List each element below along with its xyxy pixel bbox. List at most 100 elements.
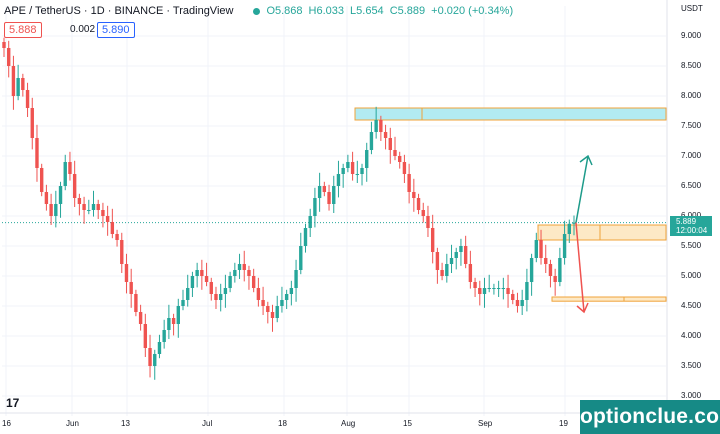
- price-tick-label: 9.000: [681, 31, 702, 40]
- candle: [251, 276, 256, 288]
- candle: [275, 306, 279, 318]
- time-tick-label: Jul: [202, 419, 213, 428]
- time-tick-label: Jun: [66, 419, 79, 428]
- currency-label[interactable]: USDT: [681, 4, 703, 13]
- candle: [2, 42, 6, 48]
- spread-value: 0.002: [70, 24, 96, 35]
- price-change: +0.020 (+0.34%): [431, 5, 514, 17]
- watermark: optionclue.com: [580, 400, 720, 434]
- candle: [539, 240, 543, 258]
- candle: [228, 276, 232, 288]
- candle: [284, 294, 289, 300]
- price-tick-label: 8.500: [681, 61, 702, 70]
- price-tick-label: 3.000: [681, 391, 702, 400]
- time-tick-label: 18: [278, 419, 287, 428]
- ohlc-open: O5.868: [266, 5, 303, 17]
- candle: [181, 300, 185, 306]
- candle: [101, 210, 105, 216]
- candle: [317, 186, 322, 198]
- price-tick-label: 7.000: [681, 151, 702, 160]
- candle: [233, 270, 237, 276]
- candle: [87, 210, 91, 211]
- up-arrow-icon: [579, 154, 593, 166]
- price-tick-label: 6.000: [681, 211, 701, 220]
- candle: [261, 300, 265, 306]
- candle: [171, 318, 176, 324]
- candle: [553, 276, 557, 282]
- candle: [398, 156, 402, 162]
- candle: [501, 288, 506, 289]
- candle: [303, 228, 308, 246]
- candle: [534, 240, 539, 258]
- down-arrow-line: [575, 222, 585, 313]
- support-zone: [551, 296, 667, 302]
- candle: [383, 132, 388, 138]
- candle: [44, 192, 49, 204]
- price-tick-label: 5.000: [681, 271, 702, 280]
- candle: [68, 162, 72, 174]
- candle: [223, 288, 228, 294]
- price-tick-label: 4.000: [681, 331, 702, 340]
- candle: [72, 174, 77, 198]
- candle: [82, 204, 86, 210]
- candle: [49, 204, 53, 216]
- candle: [558, 258, 562, 282]
- candle: [148, 348, 152, 366]
- candle: [445, 264, 449, 276]
- candle: [204, 276, 209, 282]
- market-open-dot-icon: [253, 7, 261, 15]
- candle: [294, 270, 298, 288]
- current-price-label: 5.889 12:00:04: [670, 216, 712, 236]
- candle: [511, 294, 515, 300]
- price-tick-label: 8.000: [681, 91, 702, 100]
- candle: [449, 258, 454, 264]
- candle: [105, 216, 110, 222]
- symbol-title[interactable]: APE / TetherUS · 1D · BINANCE · TradingV…: [4, 5, 234, 17]
- candle: [242, 264, 246, 270]
- current-price-value: 5.889: [676, 217, 697, 226]
- time-tick-label: Sep: [478, 419, 493, 428]
- candle: [544, 258, 548, 264]
- candle: [124, 264, 129, 282]
- candle: [11, 66, 16, 96]
- candle: [120, 240, 124, 264]
- candle: [496, 288, 501, 289]
- candle: [332, 186, 336, 204]
- candle: [379, 120, 383, 132]
- candle: [525, 282, 529, 300]
- candle: [143, 324, 148, 348]
- candle: [209, 282, 213, 294]
- candle: [402, 162, 407, 174]
- bar-countdown: 12:00:04: [676, 226, 708, 235]
- candle: [430, 228, 435, 252]
- candle: [266, 306, 270, 312]
- up-arrow-line: [575, 155, 589, 223]
- pivot-zone: [537, 224, 667, 241]
- candle: [520, 300, 524, 306]
- candle: [58, 186, 63, 204]
- time-tick-label: 16: [2, 419, 11, 428]
- candle: [115, 234, 119, 240]
- candle: [54, 204, 58, 216]
- tradingview-logo-icon[interactable]: 17: [6, 396, 20, 410]
- candle: [393, 150, 397, 156]
- candle: [129, 282, 133, 294]
- candle: [176, 306, 180, 324]
- candle: [138, 312, 143, 324]
- ohlc-close: C5.889: [389, 5, 426, 17]
- candle: [374, 120, 378, 132]
- candle: [463, 246, 468, 264]
- candle: [369, 132, 374, 150]
- candle: [492, 288, 496, 289]
- candle: [21, 78, 25, 90]
- candle: [218, 294, 223, 300]
- candle: [110, 222, 115, 234]
- price-tick-label: 5.500: [681, 241, 702, 250]
- candle: [327, 192, 331, 204]
- chart-header: APE / TetherUS · 1D · BINANCE · TradingV…: [4, 5, 519, 17]
- candle: [190, 276, 195, 288]
- buy-price-button[interactable]: 5.890: [97, 22, 135, 38]
- sell-price-button[interactable]: 5.888: [4, 22, 42, 38]
